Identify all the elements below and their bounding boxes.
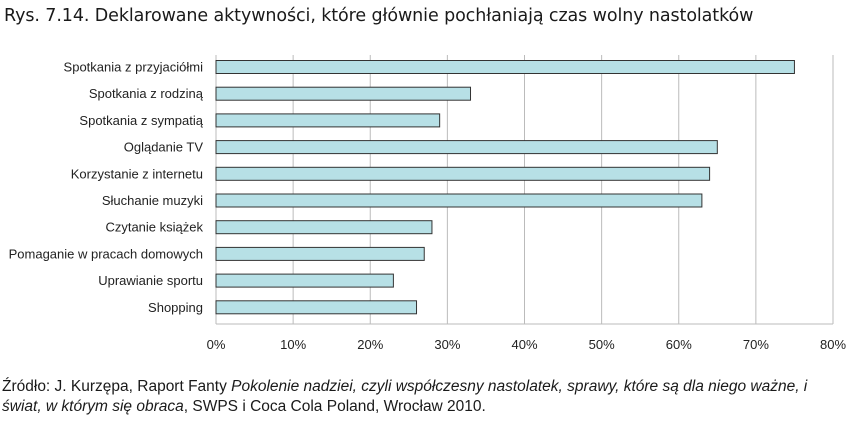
source-prefix: Źródło: J. Kurzępa, Raport Fanty	[2, 378, 232, 395]
category-label: Pomaganie w pracach domowych	[9, 246, 203, 261]
bar	[215, 140, 718, 155]
category-labels: Spotkania z przyjaciółmi Spotkania z rodz…	[9, 60, 204, 315]
chart-title: Rys. 7.14. Deklarowane aktywności, które…	[4, 6, 754, 26]
bar	[215, 166, 711, 181]
bar	[215, 113, 441, 128]
source-suffix: , SWPS i Coca Cola Poland, Wrocław 2010.	[183, 398, 486, 415]
x-tick-label: 50%	[589, 337, 615, 352]
category-label: Słuchanie muzyki	[102, 193, 203, 208]
x-tick-label: 60%	[666, 337, 692, 352]
bar	[215, 300, 418, 315]
bar	[215, 246, 425, 261]
x-tick-label: 30%	[434, 337, 460, 352]
x-tick-label: 80%	[820, 337, 846, 352]
category-label: Oglądanie TV	[124, 140, 204, 155]
x-tick-label: 40%	[511, 337, 537, 352]
x-tick-labels: 0% 10% 20% 30% 40% 50% 60% 70% 80%	[207, 337, 847, 352]
category-label: Czytanie książek	[105, 220, 203, 235]
bar-chart: Spotkania z przyjaciółmi Spotkania z rodz…	[9, 55, 847, 352]
bar	[215, 193, 703, 208]
x-tick-label: 20%	[357, 337, 383, 352]
bar	[215, 220, 433, 235]
bar	[215, 273, 394, 288]
x-tick-label: 0%	[207, 337, 226, 352]
x-tick-label: 10%	[280, 337, 306, 352]
source-note: Źródło: J. Kurzępa, Raport Fanty Pokolen…	[2, 377, 851, 417]
bars	[215, 60, 795, 315]
category-label: Spotkania z sympatią	[79, 113, 203, 128]
category-label: Spotkania z przyjaciółmi	[64, 60, 204, 75]
bar	[215, 86, 472, 101]
bar	[215, 60, 795, 74]
category-label: Spotkania z rodziną	[89, 86, 204, 101]
category-label: Shopping	[148, 300, 203, 315]
category-label: Uprawianie sportu	[98, 273, 203, 288]
source-title: Pokolenie nadziei, czyli współczesny nas…	[2, 378, 808, 415]
category-label: Korzystanie z internetu	[71, 166, 203, 181]
x-tick-label: 70%	[743, 337, 769, 352]
